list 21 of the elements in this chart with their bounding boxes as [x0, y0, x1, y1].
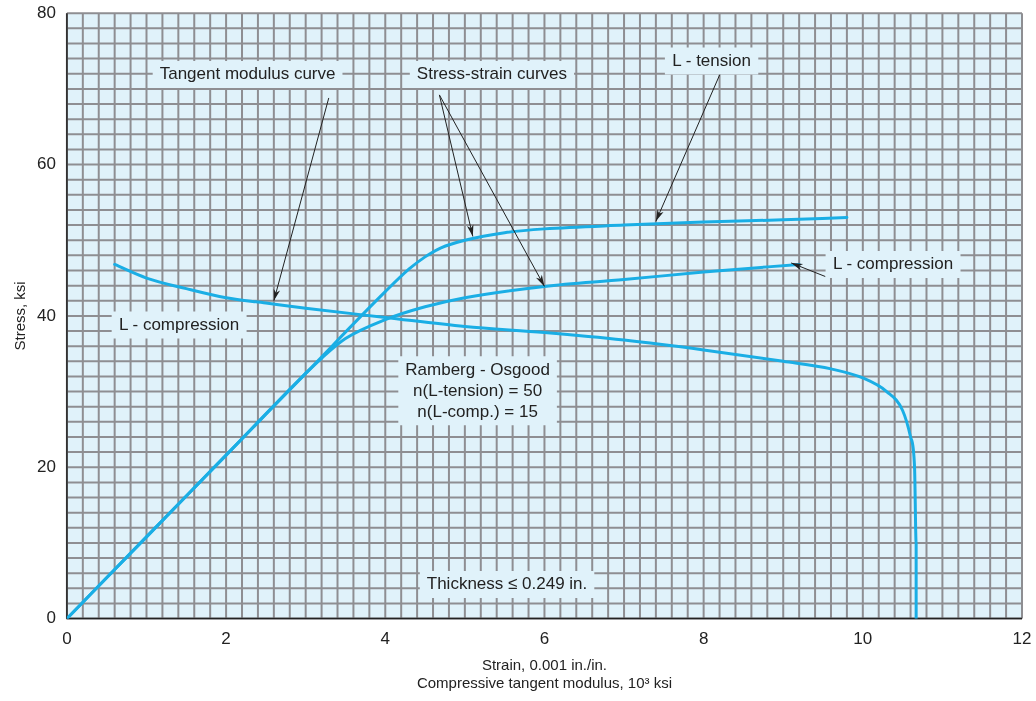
y-tick-label: 0: [46, 608, 56, 628]
x-tick-label: 4: [380, 629, 391, 649]
annotation: L - compression: [832, 254, 954, 274]
annotation: Thickness ≤ 0.249 in.: [426, 574, 588, 594]
x-axis-title: Strain, 0.001 in./in. Compressive tangent modulus, 10³ ksi: [416, 656, 673, 692]
y-tick-label: 80: [36, 2, 56, 22]
x-tick-label: 12: [1012, 629, 1032, 649]
x-tick-label: 6: [539, 629, 550, 649]
annotation: Ramberg - Osgood n(L-tension) = 50 n(L-comp.) = 15: [405, 359, 550, 421]
x-tick-label: 0: [62, 629, 72, 649]
y-tick-label: 60: [36, 154, 56, 174]
annotation: Stress-strain curves: [416, 64, 568, 84]
x-tick-label: 8: [698, 629, 709, 649]
annotation: L - tension: [672, 50, 751, 70]
annotation: L - compression: [118, 314, 240, 334]
y-axis-title: Stress, ksi: [11, 281, 29, 351]
x-tick-label: 2: [221, 629, 231, 649]
y-tick-label: 40: [36, 305, 56, 325]
y-tick-label: 20: [36, 456, 56, 476]
x-tick-label: 10: [853, 629, 873, 649]
annotation: Tangent modulus curve: [159, 64, 336, 84]
